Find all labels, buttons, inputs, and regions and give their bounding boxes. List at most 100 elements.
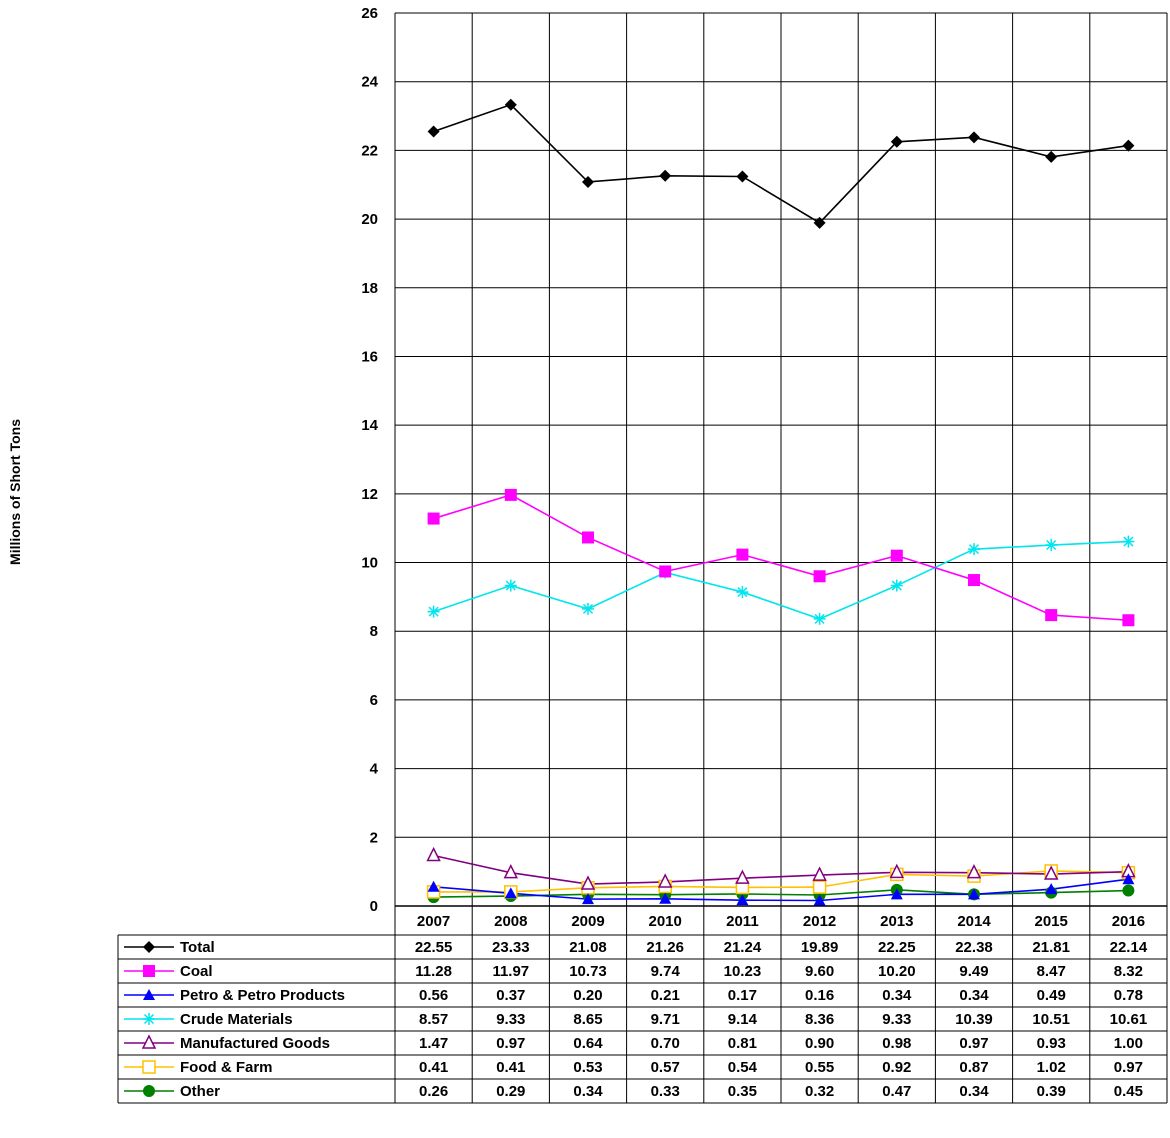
y-tick-label: 10	[361, 555, 378, 572]
data-label: 0.97	[496, 1035, 525, 1052]
legend-entry: Other	[180, 1083, 220, 1100]
data-label: 8.57	[419, 1011, 448, 1028]
data-point	[890, 135, 903, 148]
series-line-manufactured-goods	[433, 854, 1129, 885]
legend-key	[124, 941, 174, 953]
data-label: 0.21	[651, 987, 680, 1004]
data-label: 0.64	[573, 1035, 603, 1052]
y-tick-label: 2	[370, 829, 378, 846]
data-point	[813, 612, 826, 625]
data-point	[968, 888, 980, 900]
x-tick-label: 2016	[1112, 913, 1145, 930]
data-label: 0.29	[496, 1083, 525, 1100]
legend-entry: Petro & Petro Products	[180, 987, 345, 1004]
data-point	[1045, 609, 1058, 622]
data-label: 21.24	[724, 939, 762, 956]
data-point	[1122, 884, 1135, 897]
data-label: 0.54	[728, 1059, 758, 1076]
legend-entry: Manufactured Goods	[180, 1035, 330, 1052]
series-line-coal	[433, 494, 1129, 622]
data-point	[736, 586, 749, 599]
y-tick-label: 22	[361, 142, 378, 159]
data-label: 22.38	[955, 939, 993, 956]
data-point	[1043, 865, 1059, 880]
data-label: 21.81	[1032, 939, 1070, 956]
data-point	[966, 864, 982, 879]
data-point	[504, 579, 517, 592]
data-label: 0.35	[728, 1083, 757, 1100]
x-tick-label: 2007	[417, 913, 450, 930]
data-point	[1045, 883, 1058, 895]
data-point	[143, 1013, 155, 1025]
legend-entry: Crude Materials	[180, 1011, 293, 1028]
series-markers	[426, 98, 1136, 906]
y-tick-label: 6	[370, 692, 378, 709]
data-table: 2007 2008 2009 2010 2011 2012 2013 2014 2015 2016…	[117, 905, 1168, 1104]
data-point	[736, 170, 749, 183]
data-point	[812, 866, 827, 881]
data-point	[504, 98, 517, 111]
data-label: 0.20	[573, 987, 602, 1004]
data-label: 0.57	[651, 1059, 680, 1076]
series-line-other	[433, 889, 1129, 898]
data-label: 9.14	[728, 1011, 758, 1028]
data-label: 0.34	[882, 987, 912, 1004]
data-label: 0.87	[959, 1059, 988, 1076]
data-label: 1.00	[1114, 1035, 1143, 1052]
data-point	[968, 574, 980, 587]
data-point	[1122, 614, 1135, 627]
y-tick-label: 16	[361, 348, 378, 365]
series-line-crude-materials	[433, 540, 1129, 620]
data-point	[813, 216, 826, 229]
data-label: 21.08	[569, 939, 607, 956]
x-tick-label: 2015	[1035, 913, 1068, 930]
data-point	[504, 488, 517, 501]
data-point	[736, 894, 749, 906]
data-label: 8.32	[1114, 963, 1143, 980]
data-point	[735, 869, 750, 884]
data-label: 0.34	[573, 1083, 603, 1100]
data-point	[1122, 535, 1135, 548]
data-point	[813, 894, 826, 906]
data-label: 0.90	[805, 1035, 834, 1052]
data-point	[427, 512, 440, 525]
data-label: 0.56	[419, 987, 448, 1004]
data-point	[427, 605, 440, 618]
x-tick-label: 2010	[649, 913, 682, 930]
data-point	[968, 543, 980, 556]
data-point	[968, 131, 980, 144]
y-tick-label: 26	[361, 5, 378, 22]
x-tick-label: 2009	[571, 913, 604, 930]
data-label: 22.55	[415, 939, 453, 956]
data-label: 9.49	[959, 963, 988, 980]
y-tick-label: 18	[361, 280, 378, 297]
data-label: 1.47	[419, 1035, 448, 1052]
data-point	[890, 579, 903, 592]
data-label: 0.81	[728, 1035, 757, 1052]
data-point	[657, 873, 673, 888]
data-label: 0.98	[882, 1035, 911, 1052]
data-point	[812, 880, 827, 894]
data-label: 10.51	[1032, 1011, 1070, 1028]
data-label: 22.14	[1110, 939, 1148, 956]
x-tick-label: 2011	[726, 913, 759, 930]
data-label: 21.26	[646, 939, 684, 956]
y-tick-label: 8	[370, 623, 378, 640]
data-point	[427, 880, 440, 892]
data-label: 23.33	[492, 939, 530, 956]
data-point	[1045, 150, 1058, 163]
data-label: 9.71	[651, 1011, 680, 1028]
data-label: 0.16	[805, 987, 834, 1004]
data-label: 1.02	[1037, 1059, 1066, 1076]
legend-entry: Food & Farm	[180, 1059, 273, 1076]
data-label: 9.33	[882, 1011, 911, 1028]
data-label: 0.49	[1037, 987, 1066, 1004]
data-point	[813, 570, 826, 583]
data-point	[659, 892, 672, 904]
legend-key	[124, 1013, 174, 1025]
legend-entry: Total	[180, 939, 215, 956]
data-point	[659, 565, 672, 578]
data-label: 0.53	[573, 1059, 602, 1076]
data-point	[1122, 873, 1135, 885]
